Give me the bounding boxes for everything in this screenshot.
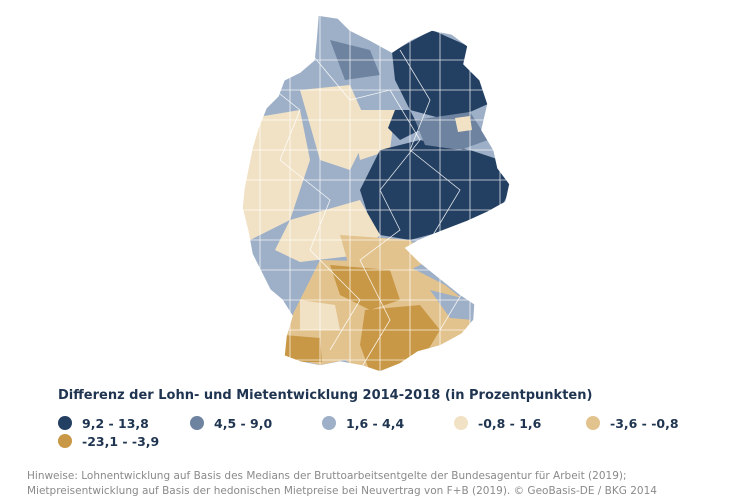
region-east-dark	[360, 140, 510, 240]
legend-item-class-6: -23,1 - -3,9	[58, 432, 159, 450]
map-svg	[241, 14, 511, 373]
legend-dot-tan	[586, 416, 600, 430]
legend-dot-gold	[58, 434, 72, 448]
region-center-cream	[350, 110, 395, 160]
legend-label: 9,2 - 13,8	[82, 415, 149, 431]
region-west-cream	[242, 110, 310, 240]
legend-dot-mid-blue	[190, 416, 204, 430]
legend-item-class-4: -0,8 - 1,6	[454, 414, 541, 432]
legend-title: Differenz der Lohn- und Mietentwicklung …	[58, 388, 593, 403]
legend-dot-light-blue	[322, 416, 336, 430]
legend-label: -3,6 - -0,8	[610, 415, 679, 431]
legend-label: 4,5 - 9,0	[214, 415, 273, 431]
source-note-line-2: Mietpreisentwicklung auf Basis der hedon…	[27, 485, 657, 497]
legend-label: -0,8 - 1,6	[478, 415, 542, 431]
legend-item-class-3: 1,6 - 4,4	[322, 414, 404, 432]
region-south-gold-east	[360, 305, 440, 372]
legend-item-class-2: 4,5 - 9,0	[190, 414, 272, 432]
legend-label: 1,6 - 4,4	[346, 415, 405, 431]
legend-item-class-1: 9,2 - 13,8	[58, 414, 149, 432]
region-north-cream	[300, 85, 370, 170]
legend-item-class-5: -3,6 - -0,8	[586, 414, 679, 432]
source-note-line-1: Hinweise: Lohnentwicklung auf Basis des …	[27, 470, 627, 482]
region-south-gold-north	[330, 265, 400, 310]
legend-dot-cream	[454, 416, 468, 430]
region-east-dark-small	[388, 110, 420, 140]
germany-outline	[241, 14, 511, 373]
region-southeast-light-blue	[430, 290, 474, 320]
legend-dot-dark-blue	[58, 416, 72, 430]
region-berlin	[455, 116, 472, 132]
legend-label: -23,1 - -3,9	[82, 433, 160, 449]
germany-choropleth-map	[241, 14, 511, 373]
region-southwest-gold	[284, 335, 322, 362]
